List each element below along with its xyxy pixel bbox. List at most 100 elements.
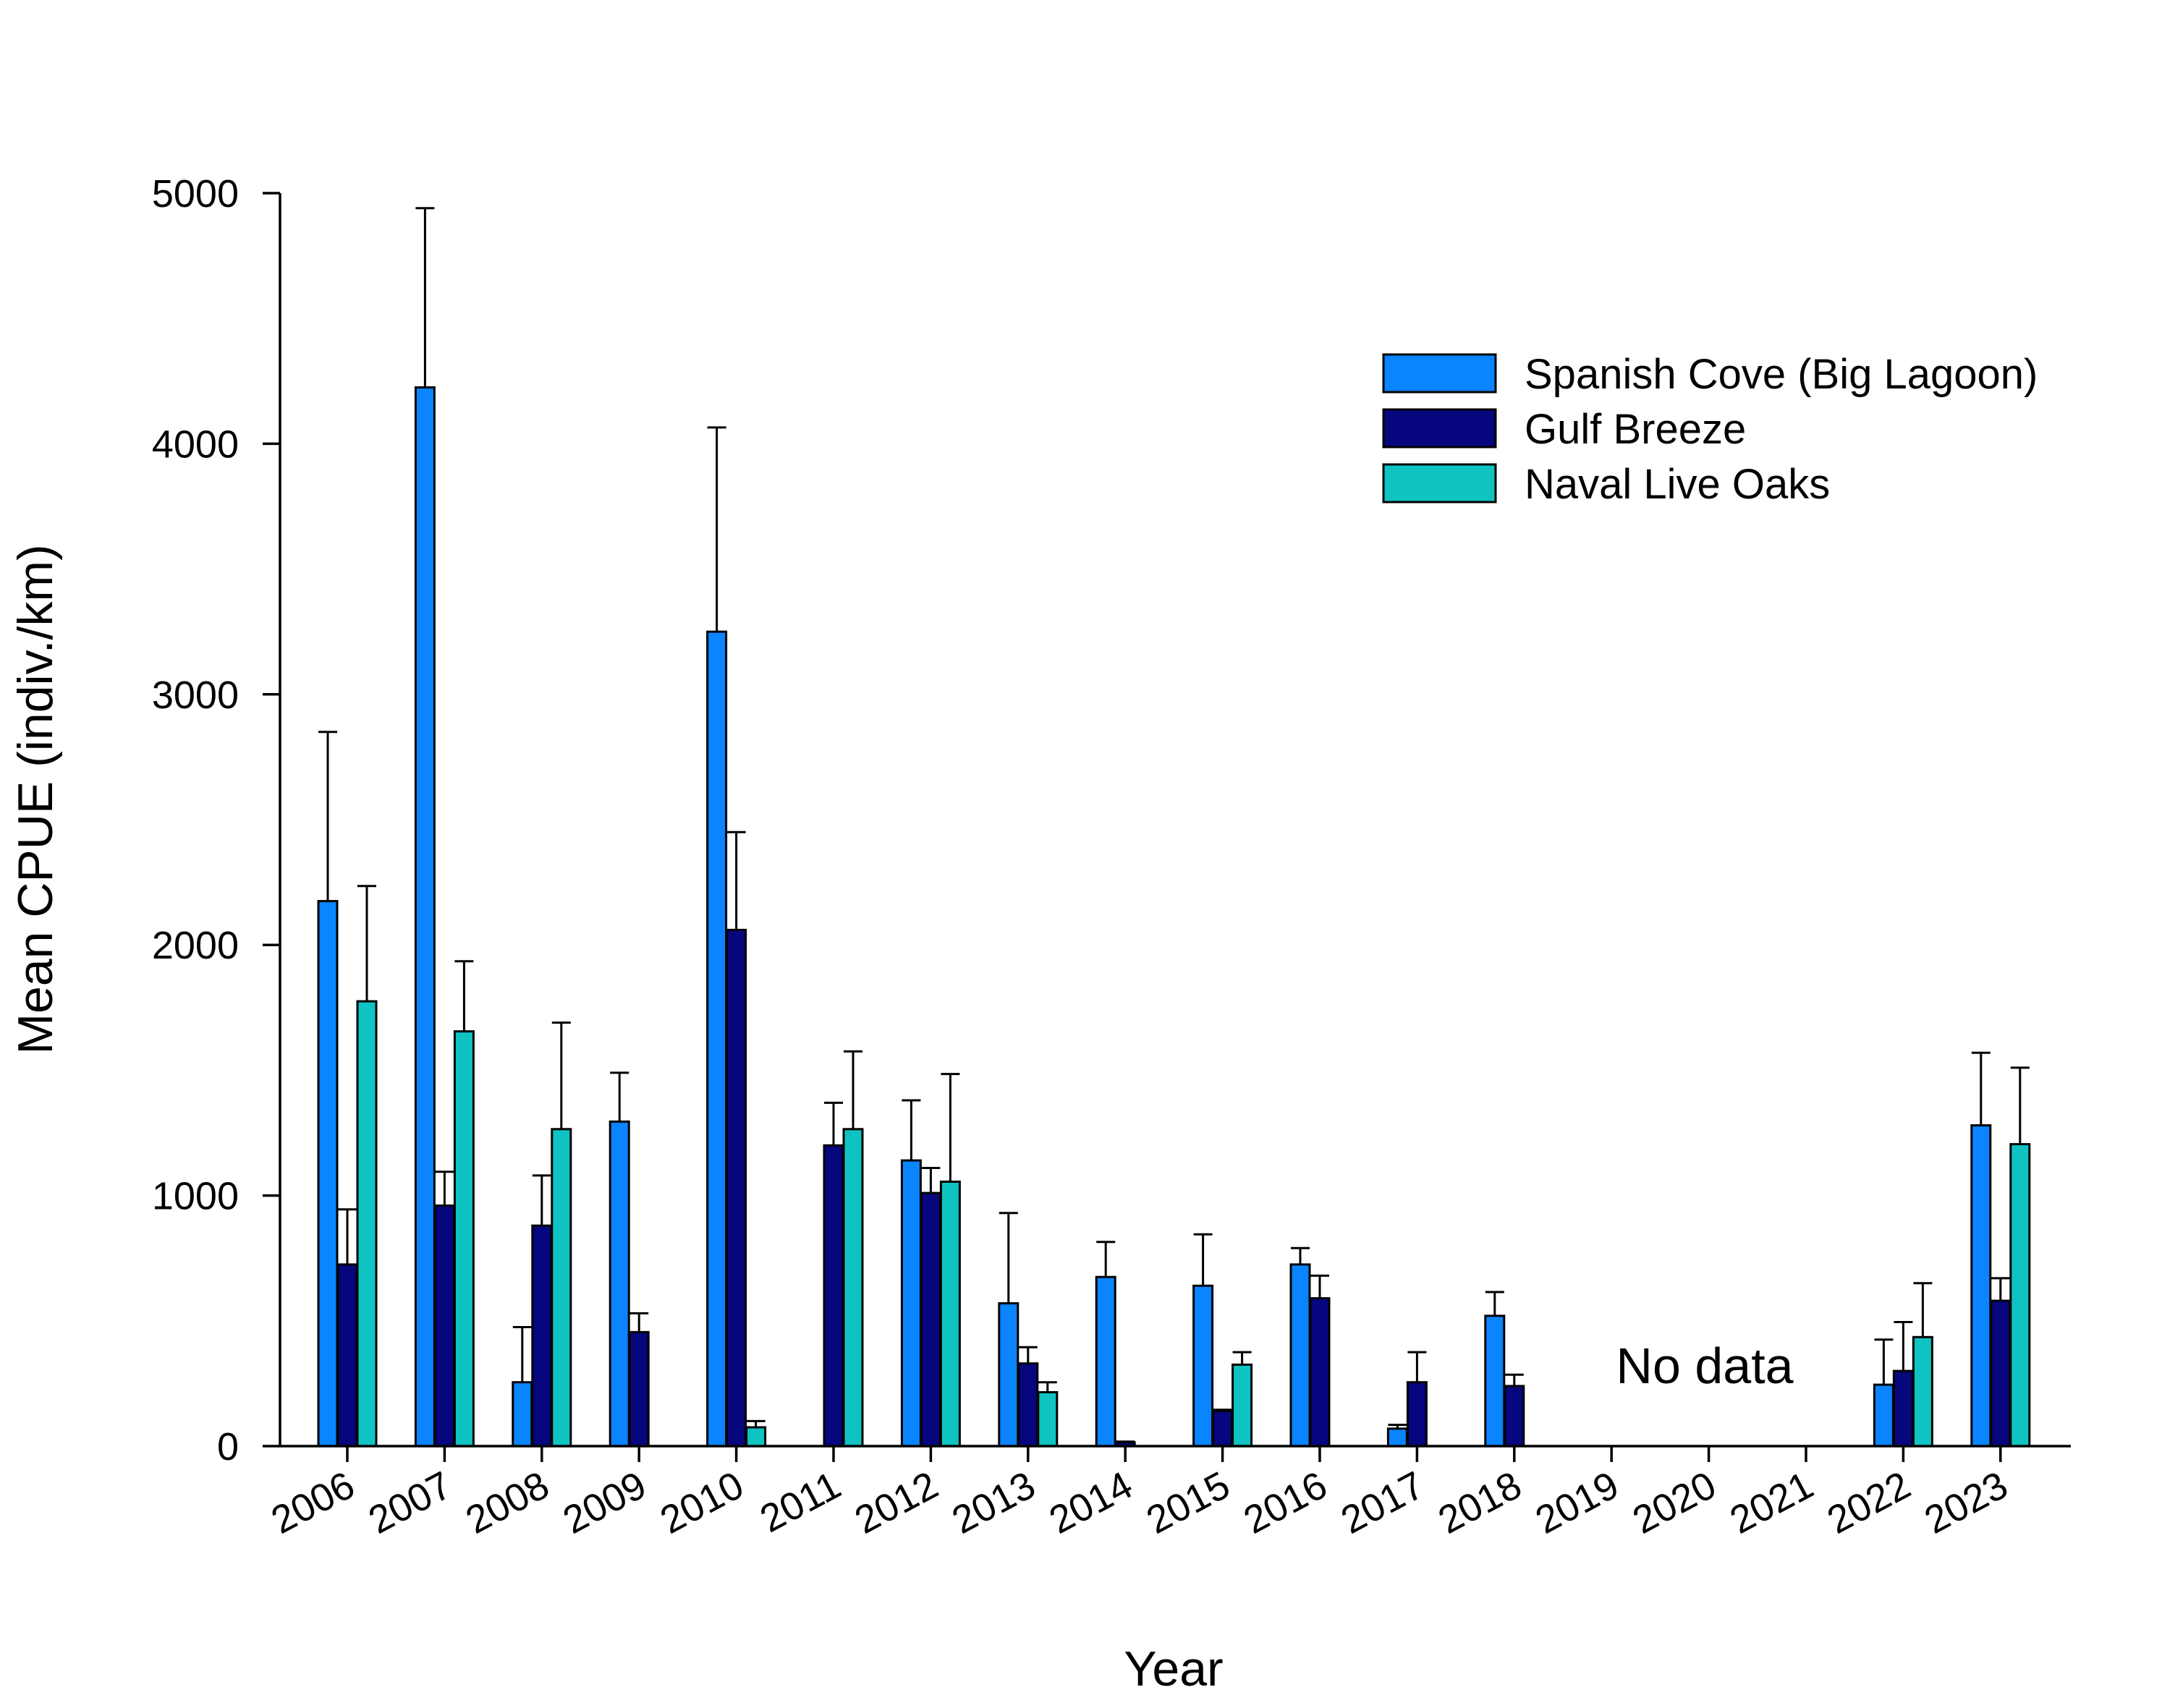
bar-spanish-cove-big-lagoon-2016 <box>1289 1263 1311 1448</box>
error-bar-gulf-breeze-2017 <box>1407 1351 1427 1382</box>
bar-naval-live-oaks-2023 <box>2009 1143 2031 1448</box>
bar-gulf-breeze-2013 <box>1017 1362 1039 1448</box>
legend-swatch-naval-live-oaks <box>1382 463 1497 504</box>
bar-gulf-breeze-2022 <box>1892 1369 1914 1448</box>
bar-gulf-breeze-2008 <box>531 1224 553 1448</box>
error-bar-spanish-cove-big-lagoon-2014 <box>1096 1241 1116 1278</box>
error-bar-gulf-breeze-2022 <box>1894 1321 1913 1372</box>
bar-spanish-cove-big-lagoon-2008 <box>512 1381 533 1448</box>
bar-spanish-cove-big-lagoon-2022 <box>1873 1383 1894 1448</box>
legend-label-gulf-breeze: Gulf Breeze <box>1525 406 1746 453</box>
error-bar-gulf-breeze-2006 <box>338 1208 357 1265</box>
y-tick-label-4000: 4000 <box>152 422 239 466</box>
y-tick-label-5000: 5000 <box>152 172 239 216</box>
x-tick-label-2019: 2019 <box>1529 1463 1626 1542</box>
x-tick-label-2021: 2021 <box>1723 1463 1820 1542</box>
x-tick-label-2023: 2023 <box>1917 1463 2014 1542</box>
x-tick-label-2022: 2022 <box>1820 1463 1917 1542</box>
error-bar-gulf-breeze-2013 <box>1018 1346 1038 1364</box>
bar-spanish-cove-big-lagoon-2015 <box>1192 1284 1214 1448</box>
error-bar-gulf-breeze-2023 <box>1991 1277 2010 1301</box>
bar-spanish-cove-big-lagoon-2009 <box>609 1120 630 1448</box>
bar-gulf-breeze-2017 <box>1406 1381 1428 1448</box>
error-bar-naval-live-oaks-2023 <box>2010 1066 2030 1144</box>
error-bar-spanish-cove-big-lagoon-2010 <box>707 426 726 632</box>
bar-naval-live-oaks-2006 <box>356 1000 378 1448</box>
bar-naval-live-oaks-2008 <box>551 1128 572 1448</box>
no-data-annotation: No data <box>1616 1338 1793 1394</box>
bar-gulf-breeze-2018 <box>1504 1385 1525 1448</box>
axes-layer <box>263 192 2071 1462</box>
error-bar-naval-live-oaks-2011 <box>844 1050 862 1129</box>
bar-spanish-cove-big-lagoon-2006 <box>317 900 339 1448</box>
error-bar-gulf-breeze-2007 <box>435 1170 454 1206</box>
x-tick-label-2006: 2006 <box>264 1463 361 1542</box>
x-tick-label-2008: 2008 <box>459 1463 556 1542</box>
bar-gulf-breeze-2011 <box>823 1144 844 1448</box>
bar-spanish-cove-big-lagoon-2014 <box>1095 1275 1116 1448</box>
error-bar-spanish-cove-big-lagoon-2009 <box>610 1071 629 1122</box>
error-bar-gulf-breeze-2008 <box>532 1174 551 1226</box>
error-bar-spanish-cove-big-lagoon-2012 <box>902 1099 921 1161</box>
bar-naval-live-oaks-2012 <box>939 1181 961 1448</box>
bar-gulf-breeze-2015 <box>1212 1410 1234 1448</box>
error-bar-gulf-breeze-2011 <box>824 1101 843 1146</box>
x-tick-label-2007: 2007 <box>362 1463 459 1542</box>
legend: Spanish Cove (Big Lagoon) Gulf Breeze Na… <box>1382 351 2038 508</box>
error-bar-gulf-breeze-2015 <box>1213 1409 1232 1411</box>
x-tick-label-2011: 2011 <box>753 1463 848 1541</box>
bar-spanish-cove-big-lagoon-2010 <box>706 630 728 1448</box>
x-tick-label-2015: 2015 <box>1140 1463 1237 1542</box>
y-tick-label-3000: 3000 <box>152 674 239 717</box>
error-bar-naval-live-oaks-2015 <box>1232 1351 1252 1365</box>
bar-spanish-cove-big-lagoon-2017 <box>1386 1427 1408 1448</box>
bar-gulf-breeze-2007 <box>433 1204 455 1448</box>
bar-naval-live-oaks-2015 <box>1232 1363 1253 1448</box>
bar-spanish-cove-big-lagoon-2023 <box>1970 1124 1992 1448</box>
x-tick-label-2016: 2016 <box>1237 1463 1334 1542</box>
bar-spanish-cove-big-lagoon-2012 <box>900 1159 922 1448</box>
error-bar-naval-live-oaks-2006 <box>357 885 376 1002</box>
x-tick-label-2017: 2017 <box>1334 1463 1431 1542</box>
bar-spanish-cove-big-lagoon-2013 <box>998 1302 1019 1448</box>
bar-naval-live-oaks-2007 <box>453 1030 475 1448</box>
legend-swatch-spanish-cove <box>1382 353 1497 394</box>
error-bar-gulf-breeze-2009 <box>629 1312 649 1333</box>
x-tick-label-2012: 2012 <box>848 1463 945 1542</box>
error-bar-spanish-cove-big-lagoon-2018 <box>1485 1291 1504 1316</box>
x-axis-title: Year <box>1124 1641 1223 1696</box>
error-bar-naval-live-oaks-2013 <box>1038 1381 1057 1393</box>
legend-label-naval-live-oaks: Naval Live Oaks <box>1525 461 1830 508</box>
bar-naval-live-oaks-2011 <box>842 1128 864 1448</box>
error-bar-gulf-breeze-2012 <box>921 1167 941 1194</box>
y-tick-label-0: 0 <box>217 1425 239 1469</box>
error-bar-naval-live-oaks-2008 <box>551 1021 571 1129</box>
error-bar-spanish-cove-big-lagoon-2015 <box>1193 1233 1213 1286</box>
error-bar-naval-live-oaks-2010 <box>746 1419 766 1427</box>
error-bar-gulf-breeze-2010 <box>726 830 746 930</box>
error-bar-spanish-cove-big-lagoon-2007 <box>415 207 435 388</box>
error-bar-spanish-cove-big-lagoon-2023 <box>1971 1051 1991 1126</box>
bar-gulf-breeze-2023 <box>1990 1299 2011 1448</box>
error-bar-naval-live-oaks-2022 <box>1913 1282 1933 1338</box>
x-tick-label-2010: 2010 <box>653 1463 750 1542</box>
x-tick-label-2020: 2020 <box>1626 1463 1723 1542</box>
bars-layer <box>317 386 2031 1448</box>
error-bar-spanish-cove-big-lagoon-2006 <box>318 731 337 901</box>
bar-naval-live-oaks-2010 <box>745 1426 767 1448</box>
legend-swatch-gulf-breeze <box>1382 408 1497 449</box>
error-bars-layer <box>318 207 2030 1443</box>
bar-gulf-breeze-2010 <box>726 928 747 1448</box>
error-bar-gulf-breeze-2018 <box>1504 1373 1524 1386</box>
error-bar-gulf-breeze-2016 <box>1310 1274 1329 1299</box>
error-bar-spanish-cove-big-lagoon-2022 <box>1874 1338 1894 1385</box>
bar-gulf-breeze-2012 <box>920 1191 941 1448</box>
error-bar-naval-live-oaks-2012 <box>941 1073 960 1182</box>
error-bar-naval-live-oaks-2007 <box>454 960 474 1032</box>
error-bar-spanish-cove-big-lagoon-2017 <box>1388 1424 1407 1429</box>
y-axis-title: Mean CPUE (indiv./km) <box>8 544 63 1054</box>
x-tick-label-2014: 2014 <box>1043 1463 1140 1542</box>
error-bar-gulf-breeze-2014 <box>1116 1440 1135 1443</box>
error-bar-spanish-cove-big-lagoon-2016 <box>1291 1246 1310 1265</box>
